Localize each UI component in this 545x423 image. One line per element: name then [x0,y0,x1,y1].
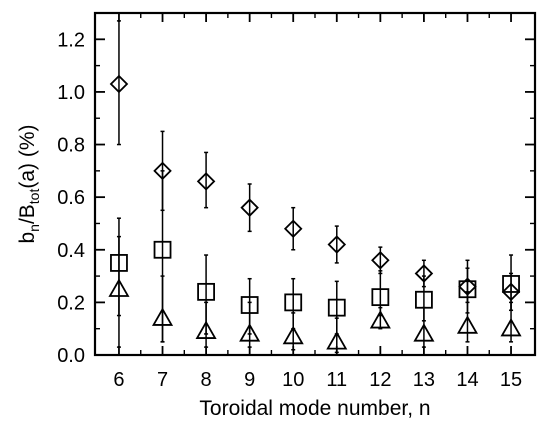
x-tick-label: 10 [282,369,304,391]
y-tick-label: 0.4 [57,240,85,262]
y-tick-label: 0.0 [57,345,85,367]
x-tick-label: 11 [326,369,347,391]
error-bars [116,20,514,354]
square-point [284,293,303,312]
y-tick-label: 0.6 [57,187,85,209]
triangle-point [326,331,348,350]
y-tick-label: 1.2 [57,29,85,51]
diamond-point [414,264,434,283]
x-tick-label: 7 [157,369,168,391]
y-tick-label: 1.0 [57,82,85,104]
x-tick-label: 9 [244,369,255,391]
diamond-point [109,74,129,94]
triangle-point [500,317,522,337]
square-point [327,298,346,317]
x-tick-label: 14 [456,369,478,391]
triangle-point [195,320,217,339]
square-point [415,290,433,309]
x-tick-label: 12 [369,369,391,391]
diamond-point [327,235,347,254]
triangle-point [282,325,304,345]
y-axis-title-slash: /B [16,204,39,224]
square-point [502,275,520,293]
diamond-point [501,282,521,302]
y-axis-title-b: b [16,232,39,244]
square-point [458,280,477,299]
triangle-point [108,278,130,297]
x-tick-label: 8 [201,369,212,391]
x-tick-label: 15 [500,369,522,391]
square-point [110,254,128,272]
data-marks [108,74,522,350]
y-tick-label: 0.2 [57,292,85,314]
diamond-point [371,251,390,270]
triangle-point [151,307,174,326]
diamond-point [240,198,259,217]
x-tick-label: 6 [113,369,124,391]
square-point [371,288,390,307]
square-point [197,282,215,301]
triangle-point [369,309,391,329]
diamond-point [458,277,477,296]
x-axis-title: Toroidal mode number, n [199,397,430,420]
y-axis-title-rest: (a) (%) [16,124,39,188]
square-point [240,296,259,314]
plot-frame [93,11,537,357]
square-point [153,240,172,259]
diamond-point [283,219,303,238]
triangle-point [413,323,435,342]
y-axis-title-sub-n: n [26,224,42,232]
x-tick-label: 13 [413,369,435,391]
tick-labels: 6 7 8 9 10 11 12 13 14 15 0.0 0.2 0.4 0.6 0.8 1.0 1.2 [57,29,522,391]
y-axis-title: bn/Btot(a) (%) [16,124,42,243]
triangle-point [239,323,261,342]
y-tick-label: 0.8 [57,135,85,157]
axis-ticks [95,12,535,356]
triangle-point [456,315,479,334]
y-axis-title-sub-tot: tot [26,189,42,205]
diamond-point [153,161,172,181]
diamond-point [196,172,216,191]
